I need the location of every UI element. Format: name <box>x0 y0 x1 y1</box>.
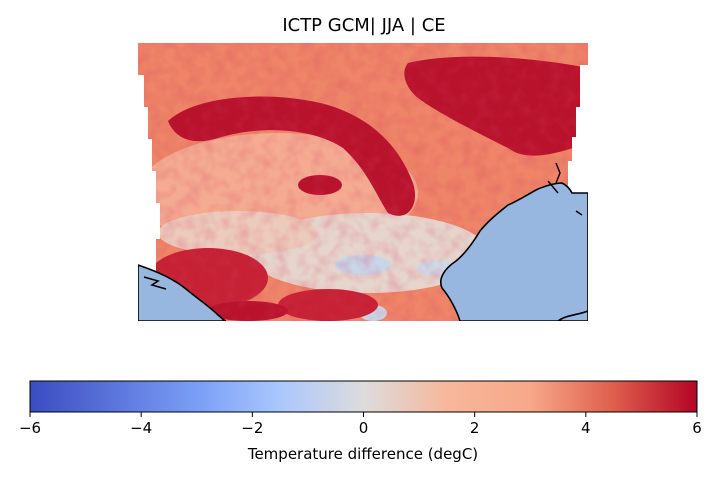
colorbar-tick-label: −6 <box>19 419 41 437</box>
colorbar-ticks: −6 −4 −2 0 2 4 6 <box>19 412 702 437</box>
colorbar-tick-label: 6 <box>692 419 702 437</box>
colorbar-tick-label: 0 <box>359 419 369 437</box>
colorbar-tick-label: −2 <box>241 419 263 437</box>
baja-coast <box>143 276 167 290</box>
temperature-map <box>138 43 588 321</box>
colorbar-tick-label: 2 <box>470 419 480 437</box>
barrier-islands <box>547 162 583 216</box>
pacific-ocean <box>138 264 227 321</box>
colorbar-label: Temperature difference (degC) <box>247 445 478 463</box>
colorbar: −6 −4 −2 0 2 4 6 Temperature difference (degC) <box>19 380 702 463</box>
gulf-ocean <box>440 182 588 321</box>
colorbar-tick-label: −4 <box>130 419 152 437</box>
map-title: ICTP GCM| JJA | CE <box>282 15 446 36</box>
colorbar-tick-label: 4 <box>581 419 591 437</box>
colorbar-gradient <box>29 380 698 413</box>
